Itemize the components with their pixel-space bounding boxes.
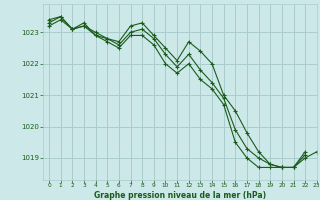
X-axis label: Graphe pression niveau de la mer (hPa): Graphe pression niveau de la mer (hPa) xyxy=(94,191,266,200)
